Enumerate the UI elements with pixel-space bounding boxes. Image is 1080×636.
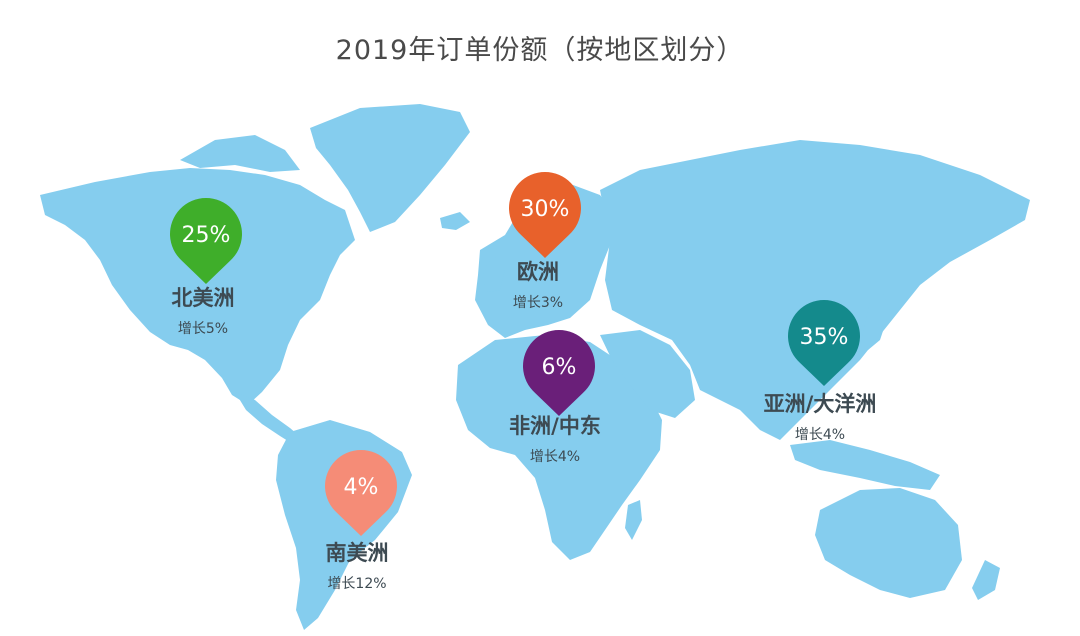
pins: 25% 30% 6% 35% 4% <box>170 172 860 536</box>
pin-marker-europe <box>509 172 581 258</box>
region-growth-south-america: 增长12% <box>327 576 387 592</box>
pin-middle-east-africa: 6% <box>523 330 595 416</box>
pin-north-america: 25% <box>170 198 243 284</box>
region-growth-europe: 增长3% <box>512 295 564 311</box>
land-japan <box>862 290 890 350</box>
label-north-america: 北美洲 增长5% <box>143 282 263 338</box>
map-title: 2019年订单份额（按地区划分） <box>335 35 745 66</box>
pin-value-north-america: 25% <box>182 223 231 248</box>
region-growth-north-america: 增长5% <box>177 321 229 337</box>
pin-south-america: 4% <box>325 449 397 536</box>
label-south-america: 南美洲 增长12% <box>297 537 417 593</box>
pin-value-south-america: 4% <box>344 475 379 500</box>
land-europe <box>475 182 615 338</box>
land-middle-east <box>600 330 695 418</box>
land-arctic-islands <box>180 135 300 172</box>
land-asia <box>600 140 1030 440</box>
pin-europe: 30% <box>509 172 581 258</box>
region-name-south-america: 南美洲 <box>325 541 389 565</box>
region-name-middle-east-africa: 非洲/中东 <box>509 414 601 438</box>
land-iceland <box>440 212 470 230</box>
pin-marker-middle-east-africa <box>523 330 595 416</box>
land-central-america <box>235 392 304 446</box>
land-africa <box>456 335 662 560</box>
land-australia <box>815 488 962 598</box>
label-middle-east-africa: 非洲/中东 增长4% <box>485 410 625 466</box>
label-europe: 欧洲 增长3% <box>478 256 598 312</box>
label-asia-oceania: 亚洲/大洋洲 增长4% <box>735 388 905 444</box>
region-name-north-america: 北美洲 <box>171 286 235 310</box>
land-south-america <box>276 420 412 630</box>
pin-value-europe: 30% <box>521 197 570 222</box>
region-name-europe: 欧洲 <box>517 260 559 284</box>
pin-marker-south-america <box>325 449 397 536</box>
region-name-asia-oceania: 亚洲/大洋洲 <box>763 392 877 416</box>
pin-value-asia-oceania: 35% <box>800 325 849 350</box>
pin-marker-asia-oceania <box>788 300 860 386</box>
pin-asia-oceania: 35% <box>788 300 860 386</box>
region-growth-middle-east-africa: 增长4% <box>529 449 581 465</box>
land-british-isles <box>482 255 505 292</box>
land-north-america <box>40 168 355 405</box>
land-masses <box>40 104 1030 630</box>
land-madagascar <box>625 500 642 540</box>
land-greenland <box>310 104 470 232</box>
pin-value-middle-east-africa: 6% <box>542 355 577 380</box>
pin-marker-north-america <box>170 198 243 284</box>
region-growth-asia-oceania: 增长4% <box>794 427 846 443</box>
land-new-zealand <box>972 560 1000 600</box>
land-southeast-asia-islands <box>790 440 940 490</box>
